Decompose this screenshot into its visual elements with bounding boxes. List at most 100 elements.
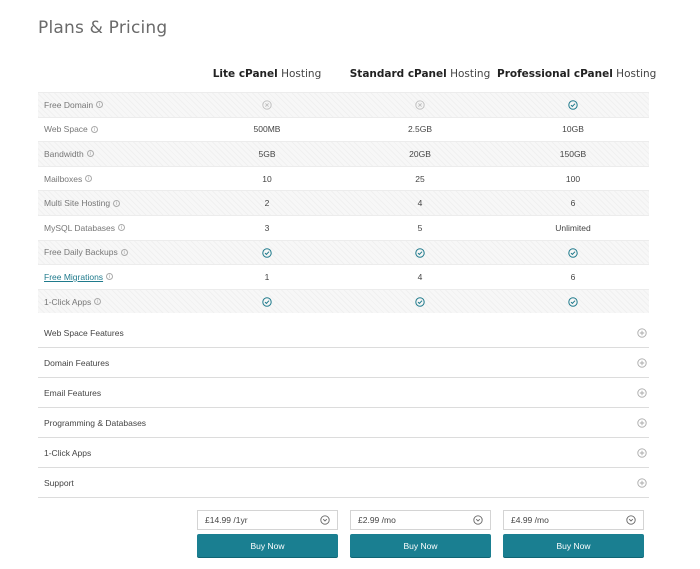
- accordion-section[interactable]: Programming & Databases: [38, 408, 649, 438]
- cell-value: 150GB: [559, 148, 587, 159]
- check-icon: [497, 99, 649, 110]
- expand-plus-icon[interactable]: [637, 478, 647, 490]
- check-icon: [191, 247, 343, 258]
- plan-type: Hosting: [616, 68, 657, 80]
- cell-value: 4: [417, 198, 423, 209]
- row-label-text: Multi Site Hosting: [44, 198, 111, 209]
- cell-value: Unlimited: [555, 222, 591, 233]
- buy-now-button[interactable]: Buy Now: [503, 534, 644, 557]
- cell-value: 4: [417, 271, 423, 282]
- price-value: £14.99 /1yr: [205, 515, 248, 525]
- comparison-table: Free Domain i Web Space i 500MB 2.5GB 10GB Band…: [38, 92, 649, 314]
- accordion-label: Domain Features: [44, 357, 110, 368]
- cell-value: 25: [415, 173, 425, 184]
- row-label: Free Domain i: [44, 99, 104, 110]
- row-label-text: Bandwidth: [44, 148, 84, 159]
- expand-plus-icon[interactable]: [637, 418, 647, 430]
- row-label-text: Free Domain: [44, 99, 94, 110]
- row-label: Bandwidth i: [44, 149, 94, 159]
- price-value: £4.99 /mo: [511, 515, 549, 525]
- info-icon[interactable]: i: [86, 150, 94, 158]
- row-label: MySQL Databases i: [44, 222, 126, 233]
- buy-now-button[interactable]: Buy Now: [350, 534, 491, 557]
- row-label: 1-Click Apps i: [44, 296, 102, 307]
- check-icon: [497, 247, 649, 258]
- cross-icon: [344, 99, 496, 110]
- table-row: Multi Site Hosting i 2 4 6: [38, 190, 649, 215]
- plan-type: Hosting: [281, 68, 322, 80]
- plan-type: Hosting: [450, 68, 491, 80]
- info-icon[interactable]: i: [90, 125, 98, 133]
- row-label: Web Space i: [44, 124, 98, 134]
- row-label: Mailboxes i: [44, 173, 93, 184]
- table-row: Web Space i 500MB 2.5GB 10GB: [38, 116, 649, 142]
- accordion-label: Support: [44, 477, 74, 488]
- accordion-section[interactable]: Support: [38, 468, 649, 498]
- table-row: MySQL Databases i 3 5 Unlimited: [38, 214, 649, 240]
- cell-value: 10: [262, 173, 272, 184]
- row-label-text: Mailboxes: [44, 173, 83, 184]
- table-row: Free Daily Backups i: [38, 239, 649, 265]
- info-icon[interactable]: i: [85, 175, 93, 183]
- accordion-label: Programming & Databases: [44, 417, 147, 428]
- check-icon: [344, 296, 496, 307]
- plan-name: Standard cPanel: [349, 68, 447, 80]
- row-label: Free Daily Backups i: [44, 247, 128, 257]
- row-label[interactable]: Free Migrations i: [44, 271, 114, 282]
- cell-value: 20GB: [409, 148, 431, 159]
- accordion-section[interactable]: Web Space Features: [38, 318, 649, 348]
- row-label: Multi Site Hosting i: [44, 198, 121, 209]
- cell-value: 500MB: [253, 124, 281, 135]
- plan-name: Professional cPanel: [497, 68, 613, 80]
- table-row: 1-Click Apps i: [38, 288, 649, 314]
- accordion-label: 1-Click Apps: [44, 447, 92, 458]
- price-term-select[interactable]: £14.99 /1yr: [197, 510, 338, 530]
- info-icon[interactable]: i: [118, 224, 126, 232]
- plan-header-1: Lite cPanel Hosting: [191, 68, 343, 84]
- cell-value: 6: [570, 198, 576, 209]
- info-icon[interactable]: i: [106, 273, 114, 281]
- info-icon[interactable]: i: [96, 101, 104, 109]
- buy-now-button[interactable]: Buy Now: [197, 534, 338, 557]
- cell-value: 3: [264, 222, 270, 233]
- cross-icon: [191, 99, 343, 110]
- chevron-down-icon: [626, 515, 636, 527]
- chevron-down-icon: [320, 515, 330, 527]
- cell-value: 100: [565, 173, 581, 184]
- check-icon: [191, 296, 343, 307]
- row-label-text: Free Daily Backups: [44, 247, 118, 258]
- table-row: Free Migrations i 1 4 6: [38, 264, 649, 289]
- expand-plus-icon[interactable]: [637, 388, 647, 400]
- expand-plus-icon[interactable]: [637, 448, 647, 460]
- check-icon: [344, 247, 496, 258]
- cell-value: 6: [570, 271, 576, 282]
- cell-value: 2.5GB: [407, 124, 433, 135]
- row-label-text: MySQL Databases: [44, 222, 116, 233]
- price-term-select[interactable]: £4.99 /mo: [503, 510, 644, 530]
- info-icon[interactable]: i: [113, 199, 121, 207]
- plan-header-2: Standard cPanel Hosting: [344, 68, 496, 84]
- table-row: Bandwidth i 5GB 20GB 150GB: [38, 141, 649, 166]
- info-icon[interactable]: i: [120, 248, 128, 256]
- accordion-label: Email Features: [44, 387, 102, 398]
- expand-plus-icon[interactable]: [637, 358, 647, 370]
- accordion-section[interactable]: Email Features: [38, 378, 649, 408]
- info-icon[interactable]: i: [94, 298, 102, 306]
- accordion-section[interactable]: Domain Features: [38, 348, 649, 378]
- cell-value: 2: [264, 198, 270, 209]
- table-row: Mailboxes i 10 25 100: [38, 165, 649, 191]
- row-label-text: Web Space: [44, 124, 88, 135]
- chevron-down-icon: [473, 515, 483, 527]
- free-migrations-link[interactable]: Free Migrations: [44, 271, 104, 282]
- price-term-select[interactable]: £2.99 /mo: [350, 510, 491, 530]
- row-label-text: 1-Click Apps: [44, 296, 92, 307]
- cell-value: 10GB: [562, 124, 584, 135]
- expand-plus-icon[interactable]: [637, 328, 647, 340]
- page-title: Plans & Pricing: [38, 18, 168, 38]
- plan-header-3: Professional cPanel Hosting: [497, 68, 656, 84]
- cell-value: 1: [264, 271, 270, 282]
- cell-value: 5GB: [258, 148, 276, 159]
- accordion-section[interactable]: 1-Click Apps: [38, 438, 649, 468]
- check-icon: [497, 296, 649, 307]
- accordion-label: Web Space Features: [44, 327, 124, 338]
